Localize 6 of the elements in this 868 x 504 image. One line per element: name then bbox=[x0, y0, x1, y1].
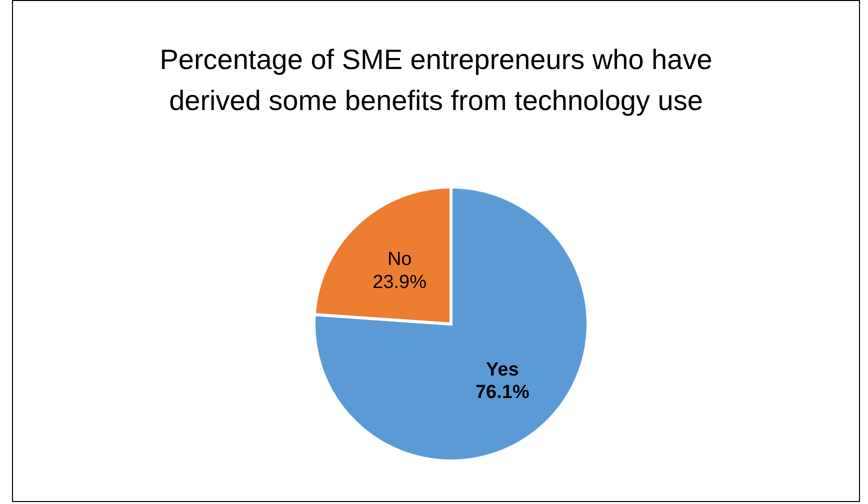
slice-label: No bbox=[387, 249, 412, 270]
slice-label: Yes bbox=[486, 359, 519, 380]
chart-title: Percentage of SME entrepreneurs who have derived some benefits from technology use bbox=[158, 43, 714, 118]
data-label: 23.9% bbox=[372, 272, 427, 293]
pie-slice bbox=[312, 186, 590, 462]
data-label: 76.1% bbox=[475, 382, 530, 404]
